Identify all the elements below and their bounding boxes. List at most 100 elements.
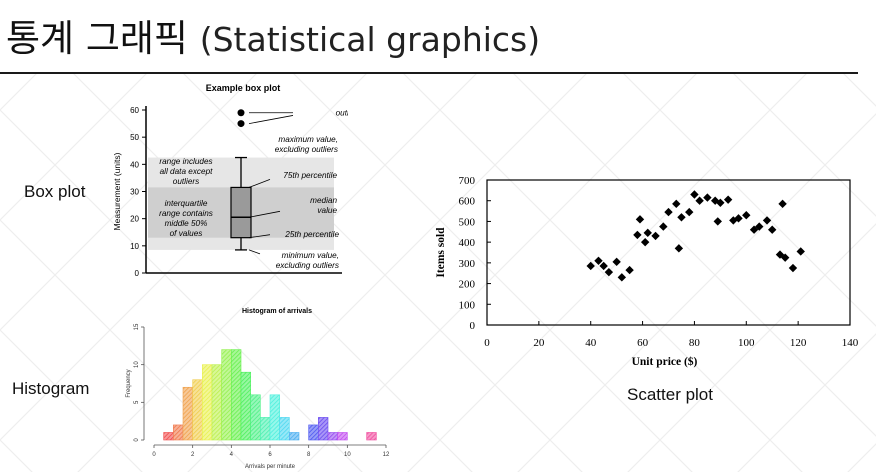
x-tick-label: 0 (484, 337, 490, 349)
box-plot-chart: 0 10 20 30 40 50 60 Measurement (units) Example … (112, 83, 348, 278)
scatter-point (677, 213, 686, 222)
x-tick-label: 12 (383, 452, 390, 458)
x-tick-label: 4 (230, 452, 234, 458)
x-tick-label: 60 (637, 337, 649, 349)
y-tick-label: 20 (130, 215, 139, 224)
scatter-point (703, 193, 712, 202)
scatter-point (674, 244, 684, 253)
chart-title: Example box plot (206, 83, 281, 93)
scatter-point (617, 273, 627, 282)
x-axis-label: Arrivals per minute (245, 464, 296, 470)
label-scatter-plot: Scatter plot (627, 385, 713, 404)
annotation-iqr: interquartile (165, 199, 208, 208)
x-tick-label: 6 (268, 452, 272, 458)
x-tick-label: 2 (191, 452, 195, 458)
histogram-bar (337, 432, 348, 441)
annotation-q3: 75th percentile (283, 171, 337, 180)
histogram-bar (260, 417, 271, 441)
y-axis-label: Measurement (units) (112, 152, 122, 230)
iqr-box (230, 186, 252, 239)
annotation-leader (248, 115, 294, 124)
histogram-bar (269, 394, 280, 441)
histogram-bar (366, 432, 377, 441)
histogram-bar (318, 417, 329, 441)
title-divider (0, 72, 858, 74)
scatter-point (762, 216, 772, 225)
histogram-bar (192, 379, 203, 441)
scatter-point (729, 216, 738, 225)
histogram-bar (173, 424, 184, 441)
scatter-point (599, 261, 608, 271)
histogram-bar (221, 349, 232, 441)
annotation-q1: 25th percentile (284, 230, 339, 239)
annotation-median: median (310, 196, 337, 205)
label-histogram: Histogram (12, 379, 90, 398)
annotation-min: excluding outliers (276, 261, 339, 270)
y-tick-label: 0 (134, 438, 140, 442)
histogram-chart: Histogram of arrivals 0 2 4 6 8 10 12 0 5 10 15 Arri… (126, 308, 390, 470)
y-tick-label: 10 (134, 361, 140, 368)
scatter-point (723, 195, 733, 204)
histogram-bar (240, 371, 251, 441)
scatter-point (713, 217, 722, 226)
y-tick-label: 50 (130, 133, 139, 142)
annotation-min: minimum value, (282, 251, 339, 260)
x-tick-label: 120 (790, 337, 807, 349)
scatter-point (664, 207, 673, 217)
annotation-outliers: outliers (336, 109, 348, 118)
histogram-bar (202, 364, 213, 441)
y-axis-label: Frequency (126, 369, 132, 397)
scatter-point (742, 211, 751, 220)
histogram-bar (279, 417, 290, 441)
annotation-range: range includes (159, 157, 212, 166)
scatter-point (788, 263, 798, 273)
histogram-bar (327, 432, 338, 441)
y-axis-label: Items sold (435, 227, 447, 278)
scatter-point (604, 267, 614, 277)
scatter-point (690, 190, 699, 199)
annotation-leader (248, 179, 271, 188)
annotation-range: outliers (173, 177, 199, 186)
y-tick-label: 5 (134, 400, 140, 404)
x-tick-label: 100 (738, 337, 755, 349)
y-tick-label: 100 (459, 299, 476, 311)
annotation-leader (248, 234, 271, 239)
y-tick-label: 500 (459, 216, 476, 228)
y-tick-label: 60 (130, 106, 139, 115)
scatter-point (651, 231, 660, 241)
x-tick-label: 20 (533, 337, 545, 349)
scatter-point (612, 257, 621, 267)
annotation-leader (248, 210, 281, 218)
y-tick-label: 200 (459, 279, 476, 291)
annotation-median: value (317, 206, 337, 215)
scatter-point (625, 265, 634, 275)
label-box-plot: Box plot (24, 182, 86, 201)
annotation-iqr: range contains (159, 209, 213, 218)
scatter-point (635, 215, 645, 224)
histogram-bar (182, 386, 193, 441)
y-tick-label: 30 (130, 188, 139, 197)
scatter-point (780, 253, 790, 262)
title-english: (Statistical graphics) (199, 20, 541, 59)
x-tick-label: 40 (585, 337, 597, 349)
x-tick-label: 80 (689, 337, 701, 349)
scatter-chart: 0 20 40 60 80 100 120 140 0 100 200 300 400 500 600 700… (435, 175, 859, 368)
scatter-point (594, 256, 603, 265)
chart-title: Histogram of arrivals (242, 308, 312, 315)
x-tick-label: 0 (152, 452, 156, 458)
annotation-max: maximum value, (278, 135, 338, 144)
annotation-max: excluding outliers (275, 145, 338, 154)
annotation-range: all data except (160, 167, 214, 176)
scatter-point (768, 225, 777, 234)
x-axis-label: Unit price ($) (632, 355, 698, 368)
plot-frame (486, 179, 851, 326)
x-tick-label: 140 (842, 337, 859, 349)
x-tick-label: 8 (307, 452, 311, 458)
histogram-bar (308, 424, 319, 441)
y-tick-label: 0 (135, 269, 140, 278)
histogram-bar (289, 432, 300, 441)
histogram-bar (250, 394, 261, 441)
scatter-point (796, 247, 805, 256)
y-tick-label: 0 (470, 320, 476, 332)
histogram-bar (163, 432, 174, 441)
